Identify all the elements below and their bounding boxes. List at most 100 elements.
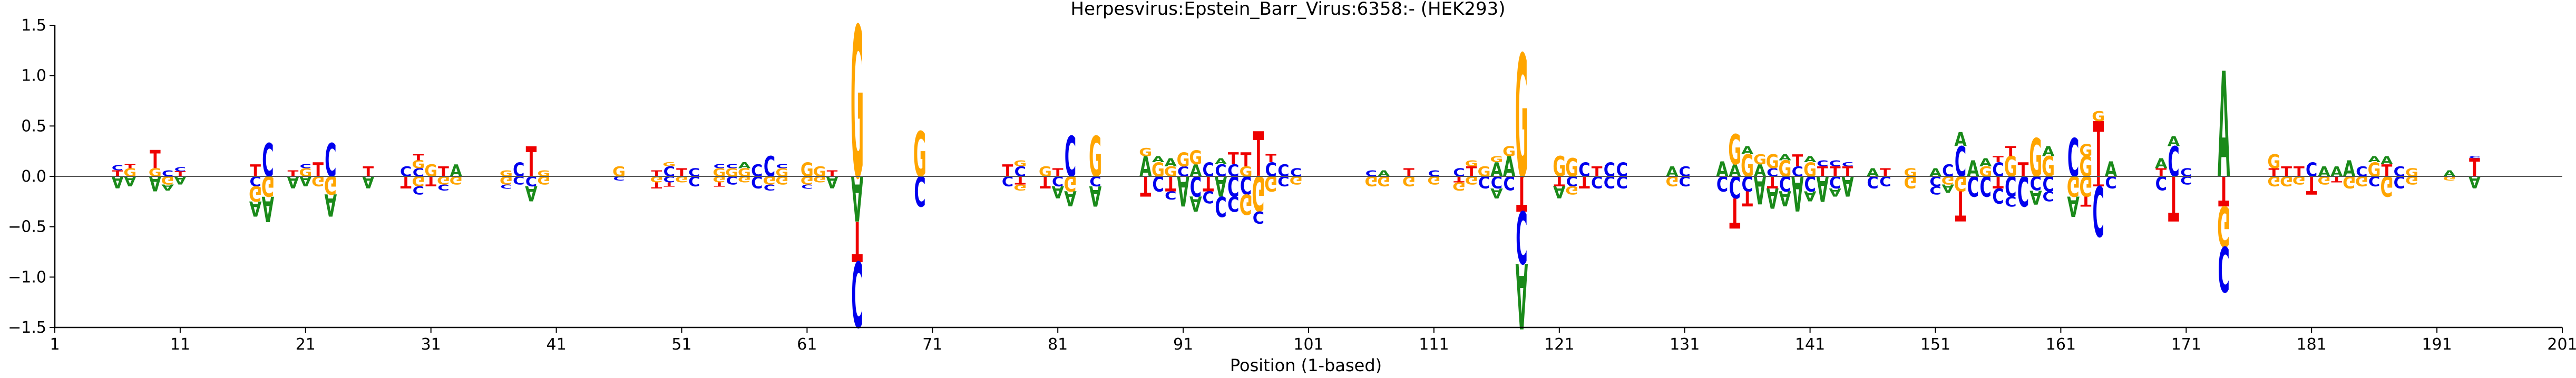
logo-letter-g-pos-130: G [1665,173,1679,189]
logo-letter-g-pos-96: G [1240,187,1253,220]
logo-letter-a-pos-135: A [1729,162,1741,181]
logo-letter-c-pos-99: C [1277,173,1289,189]
logo-letter-c-pos-46: C [613,175,625,181]
logo-letter-g-pos-149: G [1904,172,1917,192]
x-tick-label: 201 [2547,335,2576,354]
logo-letter-t-pos-9: T [150,146,161,175]
logo-letter-c-pos-126: C [1616,158,1628,181]
logo-letter-t-pos-39: T [526,139,537,187]
logo-letter-c-pos-157: C [2005,170,2016,202]
logo-letter-a-pos-20: A [287,172,299,192]
logo-letter-g-pos-7: G [123,167,136,180]
logo-letter-a-pos-143: A [1829,185,1841,198]
logo-letter-t-pos-179: T [2281,164,2292,180]
logo-letter-a-pos-94: A [1215,157,1227,166]
logo-letter-t-pos-95: T [1228,150,1239,169]
logo-letter-a-pos-10: A [161,182,174,192]
logo-letter-t-pos-194: T [2469,154,2480,183]
logo-letter-g-pos-160: G [2042,151,2055,183]
axes: −1.5−1.0−0.50.00.51.01.5 1 11 21 31 41 51 61 71… [8,16,2576,354]
logo-letter-c-pos-115: C [1478,172,1490,192]
logo-letter-a-pos-17: A [249,196,262,221]
logo-letter-a-pos-151: A [1929,167,1942,180]
logo-letter-a-pos-184: A [2343,156,2356,182]
logo-letter-c-pos-50: C [663,164,675,180]
logo-letter-c-pos-158: C [2017,166,2029,214]
logo-letter-g-pos-111: G [1427,173,1440,186]
logo-letter-c-pos-65: C [851,241,863,345]
logo-letter-c-pos-37: C [500,183,512,190]
logo-letter-t-pos-98: T [1265,153,1276,165]
logo-letter-a-pos-116: A [1490,158,1503,181]
logo-letter-g-pos-88: G [1139,146,1152,159]
logo-letter-a-pos-117: A [1503,151,1516,183]
logo-letter-a-pos-92: A [1189,191,1202,215]
x-tick-label: 121 [1544,335,1574,354]
logo-letter-c-pos-139: C [1779,171,1791,195]
logo-letter-t-pos-157: T [2005,144,2016,160]
logo-letter-g-pos-18: G [261,170,275,202]
logo-letter-a-pos-21: A [299,173,312,189]
logo-letter-c-pos-188: C [2394,172,2405,192]
logo-letter-c-pos-92: C [1190,170,1202,202]
logo-letter-c-pos-131: C [1679,164,1691,180]
y-tick-label: 1.5 [21,16,46,35]
logo-letter-a-pos-160: A [2042,144,2055,160]
logo-letter-a-pos-136: A [1741,144,1754,157]
x-tick-label: 161 [2046,335,2076,354]
logo-letter-g-pos-31: G [424,162,437,181]
y-tick-label: 0.5 [21,117,46,135]
y-ticks: −1.5 −1.0 −0.5 0.0 0.5 1.0 1.5 [8,16,55,337]
logo-letter-c-pos-124: C [1591,172,1603,192]
logo-letter-c-pos-54: C [714,163,725,170]
logo-letter-g-pos-163: G [2080,151,2093,183]
logo-letter-c-pos-156: C [1992,158,2004,181]
logo-letter-t-pos-124: T [1592,164,1603,180]
logo-letter-a-pos-92: A [1189,162,1202,181]
logo-letter-c-pos-123: C [1578,158,1590,181]
logo-letter-c-pos-58: C [764,151,775,183]
logo-letter-g-pos-189: G [2405,173,2418,186]
logo-letter-a-pos-91: A [1177,166,1189,214]
logo-letter-a-pos-39: A [525,181,538,205]
logo-letter-t-pos-170: T [2168,161,2179,233]
logo-letter-g-pos-141: G [1803,158,1817,181]
x-tick-label: 101 [1293,335,1323,354]
y-tick-label: 1.0 [21,67,46,85]
logo-letter-g-pos-51: G [675,174,688,184]
logo-letter-c-pos-94: C [1215,162,1226,181]
logo-letter-c-pos-147: C [1879,173,1891,189]
logo-letter-a-pos-174: A [2218,43,2230,211]
logo-letter-g-pos-70: G [913,120,926,192]
logo-letter-c-pos-17: C [249,173,261,189]
logo-letter-g-pos-33: G [450,173,463,186]
logo-letter-c-pos-164: C [2093,170,2104,250]
logo-letter-g-pos-89: G [1152,158,1165,181]
logo-letter-t-pos-114: T [1466,164,1477,180]
logo-letter-g-pos-138: G [1766,151,1779,173]
logo-letter-c-pos-157: C [2005,193,2016,209]
logo-letter-g-pos-136: G [1741,148,1754,184]
logo-letter-c-pos-93: C [1203,187,1214,207]
logo-letter-c-pos-136: C [1741,171,1753,195]
logo-letter-c-pos-95: C [1227,191,1239,215]
logo-letter-c-pos-29: C [400,164,412,180]
logo-letter-g-pos-122: G [1565,184,1578,196]
logo-letter-c-pos-95: C [1227,162,1239,181]
x-tick-label: 151 [1920,335,1950,354]
logo-letter-g-pos-184: G [2343,172,2356,192]
logo-letter-t-pos-65: T [852,208,863,272]
logo-letter-t-pos-136: T [1742,186,1753,211]
y-tick-label: 0.0 [21,167,46,186]
logo-letter-c-pos-125: C [1604,158,1615,181]
logo-letter-a-pos-56: A [738,161,751,170]
logo-letter-g-pos-118: G [1515,20,1528,216]
logo-letter-c-pos-194: C [2468,156,2480,159]
logo-letter-t-pos-30: T [413,153,424,162]
logo-letter-a-pos-165: A [2105,157,2118,182]
logo-letter-c-pos-171: C [2180,173,2192,186]
logo-letter-a-pos-18: A [262,188,275,228]
logo-letter-c-pos-160: C [2042,188,2054,204]
logo-letter-a-pos-153: A [1954,128,1967,151]
logo-letter-a-pos-194: A [2468,172,2481,192]
